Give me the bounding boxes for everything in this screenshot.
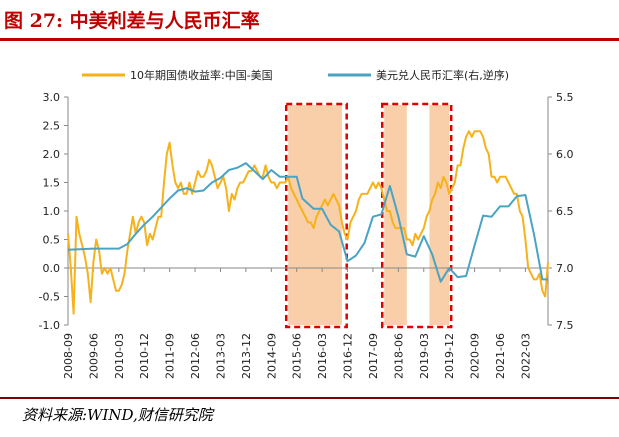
x-tick-label: 2012-06	[189, 333, 202, 379]
x-tick-label: 2015-06	[291, 333, 304, 379]
y-left-tick-label: -1.0	[39, 319, 60, 332]
y-left-tick-label: 2.0	[43, 148, 61, 161]
x-tick-label: 2009-06	[87, 333, 100, 379]
y-right-tick-label: 5.5	[556, 91, 574, 104]
x-tick-label: 2008-09	[62, 333, 75, 379]
x-tick-label: 2016-03	[316, 333, 329, 379]
y-right-tick-label: 6.5	[556, 205, 574, 218]
y-left-tick-label: 0.5	[43, 234, 61, 247]
x-tick-label: 2021-06	[494, 333, 507, 379]
y-right-tick-label: 7.5	[556, 319, 574, 332]
axes: -1.0 -0.5 0.0 0.5 1.0 1.5 2.0 2.5 3.0 5.5 6.0 6.5 7.…	[39, 91, 574, 379]
x-tick-label: 2010-03	[113, 333, 126, 379]
shaded-period	[429, 105, 450, 325]
source-note: 资料来源:WIND,财信研究院	[22, 406, 213, 424]
x-tick-label: 2016-12	[342, 333, 355, 379]
figure-title: 图 27: 中美利差与人民币汇率	[4, 10, 260, 32]
y-left-tick-label: 1.5	[43, 177, 61, 190]
legend-label-spread: 10年期国债收益率:中国-美国	[130, 68, 273, 82]
x-tick-label: 2014-09	[265, 333, 278, 379]
series-lines	[67, 130, 549, 315]
title-rule	[0, 38, 619, 41]
y-left-tick-label: -0.5	[39, 291, 60, 304]
legend-label-fx: 美元兑人民币汇率(右,逆序)	[376, 68, 509, 82]
legend: 10年期国债收益率:中国-美国 美元兑人民币汇率(右,逆序)	[82, 68, 509, 82]
shaded-periods	[288, 105, 450, 325]
x-tick-label: 2019-12	[443, 333, 456, 379]
x-tick-label: 2018-06	[392, 333, 405, 379]
chart: -1.0 -0.5 0.0 0.5 1.0 1.5 2.0 2.5 3.0 5.5 6.0 6.5 7.…	[39, 68, 574, 379]
x-tick-label: 2013-12	[240, 333, 253, 379]
x-tick-label: 2010-12	[138, 333, 151, 379]
y-right-tick-label: 7.0	[556, 262, 574, 275]
highlight-boxes	[284, 102, 453, 329]
y-left-tick-label: 2.5	[43, 120, 61, 133]
shaded-period	[288, 105, 342, 325]
y-left-tick-label: 3.0	[43, 91, 61, 104]
x-tick-label: 2022-03	[519, 333, 532, 379]
yield-spread-line	[67, 130, 549, 315]
y-left-tick-label: 1.0	[43, 205, 61, 218]
source-rule	[0, 397, 619, 399]
highlight-box	[284, 102, 348, 329]
y-right-tick-label: 6.0	[556, 148, 574, 161]
x-tick-label: 2017-09	[367, 333, 380, 379]
fx-rate-line	[67, 162, 548, 283]
x-tick-label: 2019-03	[418, 333, 431, 379]
x-tick-label: 2013-03	[214, 333, 227, 379]
y-left-tick-label: 0.0	[43, 262, 61, 275]
highlight-box	[380, 102, 453, 329]
shaded-period	[384, 105, 407, 325]
x-tick-label: 2011-09	[164, 333, 177, 379]
x-tick-label: 2020-09	[469, 333, 482, 379]
